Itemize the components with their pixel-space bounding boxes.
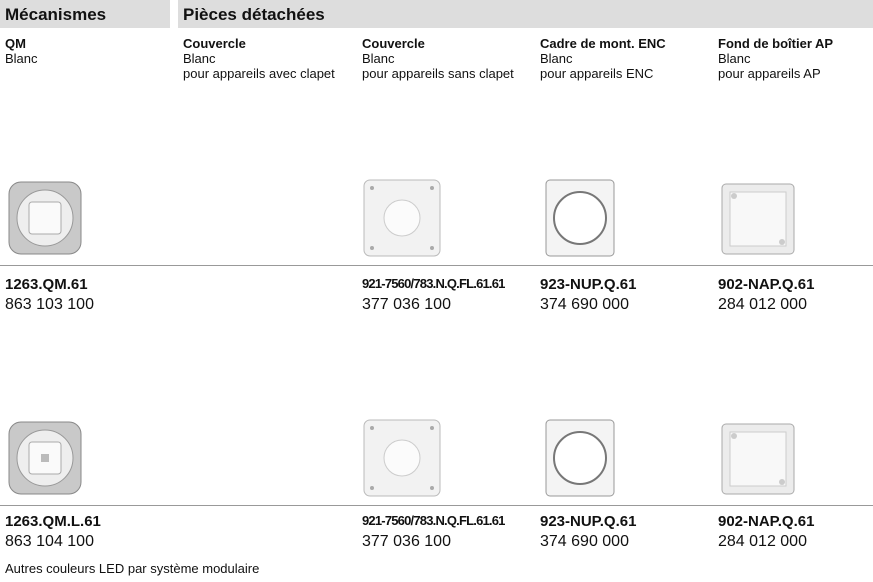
product-icon (363, 419, 441, 497)
article-code: 902-NAP.Q.61 (718, 513, 815, 530)
product-image (5, 418, 85, 498)
product-icon (545, 419, 615, 497)
article-number: 377 036 100 (362, 533, 451, 550)
column-line: Blanc (362, 51, 395, 66)
article-number: 284 012 000 (718, 533, 807, 550)
article-number: 377 036 100 (362, 296, 451, 313)
column-line: Blanc (718, 51, 751, 66)
article-code: 921-7560/783.N.Q.FL.61.61 (362, 276, 505, 291)
product-icon (721, 183, 795, 255)
column-header: Fond de boîtier AP Blanc pour appareils AP (718, 36, 873, 81)
column-title: Couvercle (183, 36, 246, 51)
product-image (5, 178, 85, 258)
product-icon (8, 181, 82, 255)
product-image (362, 178, 442, 258)
article-code: 1263.QM.61 (5, 276, 88, 293)
column-title: Couvercle (362, 36, 425, 51)
column-header: Couvercle Blanc pour appareils avec clapet (183, 36, 348, 81)
section-header: Pièces détachées (178, 0, 873, 28)
row-rule (0, 265, 873, 266)
article-number: 374 690 000 (540, 533, 629, 550)
product-image (718, 178, 798, 258)
column-line: pour appareils AP (718, 66, 821, 81)
column-title: Fond de boîtier AP (718, 36, 834, 51)
article-number: 374 690 000 (540, 296, 629, 313)
column-line: Blanc (5, 51, 38, 66)
column-title: Cadre de mont. ENC (540, 36, 666, 51)
article-number: 284 012 000 (718, 296, 807, 313)
footnote: Autres couleurs LED par système modulair… (5, 561, 260, 576)
article-code: 921-7560/783.N.Q.FL.61.61 (362, 513, 505, 528)
column-line: Blanc (540, 51, 573, 66)
column-header: QM Blanc (5, 36, 170, 66)
column-header: Couvercle Blanc pour appareils sans clapet (362, 36, 527, 81)
product-icon (8, 421, 82, 495)
column-line: Blanc (183, 51, 216, 66)
section-header: Mécanismes (0, 0, 170, 28)
column-line: pour appareils ENC (540, 66, 654, 81)
column-title: QM (5, 36, 26, 51)
article-code: 923-NUP.Q.61 (540, 513, 637, 530)
column-header: Cadre de mont. ENC Blanc pour appareils EN… (540, 36, 705, 81)
product-image (540, 418, 620, 498)
product-image (362, 418, 442, 498)
article-code: 902-NAP.Q.61 (718, 276, 815, 293)
article-number: 863 103 100 (5, 296, 94, 313)
article-number: 863 104 100 (5, 533, 94, 550)
product-image (540, 178, 620, 258)
article-code: 1263.QM.L.61 (5, 513, 101, 530)
product-icon (545, 179, 615, 257)
article-code: 923-NUP.Q.61 (540, 276, 637, 293)
column-line: pour appareils sans clapet (362, 66, 514, 81)
product-icon (721, 423, 795, 495)
column-line: pour appareils avec clapet (183, 66, 335, 81)
product-image (718, 418, 798, 498)
product-icon (363, 179, 441, 257)
row-rule (0, 505, 873, 506)
